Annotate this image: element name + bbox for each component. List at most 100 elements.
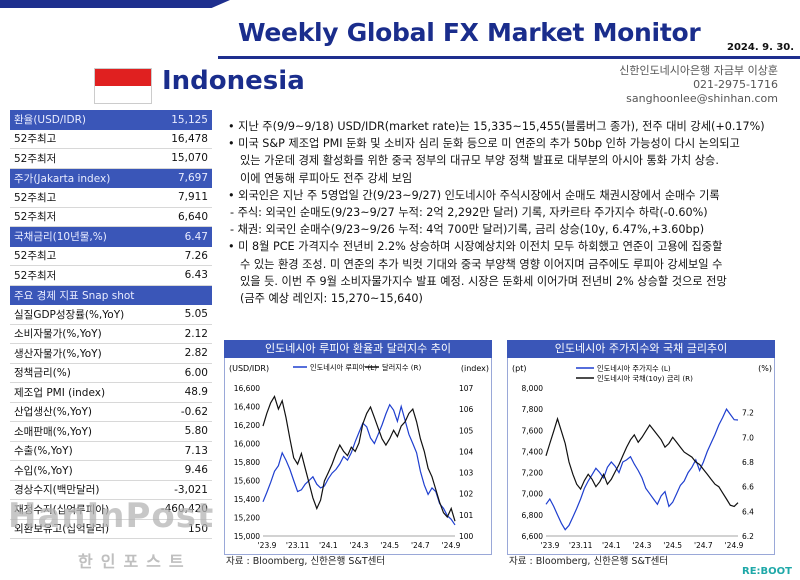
series-line-right bbox=[262, 395, 456, 522]
chart-title: 인도네시아 루피아 환율과 달러지수 추이 bbox=[224, 340, 492, 358]
bullet-4-range: (금주 예상 레인지: 15,270~15,640) bbox=[240, 292, 423, 306]
row-value: 5.05 bbox=[184, 308, 208, 321]
y-tick-label: 15,200 bbox=[234, 514, 260, 523]
y2-tick-label: 106 bbox=[459, 405, 474, 414]
bullet-1: • 지난 주(9/9~9/18) USD/IDR(market rate)는 1… bbox=[228, 120, 765, 133]
x-tick-label: '24.7 bbox=[694, 541, 713, 550]
x-tick-label: '24.9 bbox=[442, 541, 461, 550]
row-label: 52주최고 bbox=[14, 133, 57, 146]
table-row: 52주최고 16,478 bbox=[10, 130, 212, 149]
table-row: 52주최고 7.26 bbox=[10, 247, 212, 266]
row-label: 산업생산(%,YoY) bbox=[14, 406, 93, 419]
bullet-3: • 외국인은 지난 주 5영업일 간(9/23~9/27) 인도네시아 주식시장… bbox=[228, 188, 720, 202]
y-tick-label: 7,000 bbox=[522, 490, 544, 499]
chart-svg: (pt) (%) 인도네시아 주가지수 (L)인도네시아 국채(10y) 금리 (R… bbox=[512, 364, 772, 550]
table-row: 52주최고 7,911 bbox=[10, 188, 212, 208]
row-label: 수출(%,YoY) bbox=[14, 445, 73, 458]
table-row: 재정수지(십억루피아) -460,420 bbox=[10, 500, 212, 520]
row-value: 7.13 bbox=[184, 444, 208, 457]
row-label: 외환보유고(십억달러) bbox=[14, 523, 110, 536]
table-row: 52주최저 15,070 bbox=[10, 149, 212, 169]
y-axis-label: (USD/IDR) bbox=[229, 364, 269, 373]
country-title: Indonesia bbox=[162, 66, 305, 96]
x-tick-label: '23.11 bbox=[286, 541, 310, 550]
table-row: 52주최저 6.43 bbox=[10, 266, 212, 286]
y-tick-label: 6,800 bbox=[522, 511, 544, 520]
y-tick-label: 7,600 bbox=[522, 426, 544, 435]
y2-tick-label: 105 bbox=[459, 426, 474, 435]
y-tick-label: 7,200 bbox=[522, 469, 544, 478]
y-tick-label: 7,400 bbox=[522, 447, 544, 456]
row-value: 48.9 bbox=[184, 386, 208, 399]
row-label: 소비자물가(%,YoY) bbox=[14, 328, 102, 341]
y2-tick-label: 103 bbox=[459, 469, 474, 478]
x-tick-label: '24.9 bbox=[725, 541, 744, 550]
row-value: 16,478 bbox=[171, 132, 208, 145]
table-row: 실질GDP성장률(%,YoY) 5.05 bbox=[10, 305, 212, 325]
series-line-left bbox=[545, 407, 739, 531]
bullet-4: • 미 8월 PCE 가격지수 전년비 2.2% 상승하며 시장예상치와 이전치… bbox=[228, 240, 723, 254]
indicator-table: 환율(USD/IDR) 15,125 52주최고 16,478 52주최저 15,070 주… bbox=[10, 110, 212, 539]
row-label: 경상수지(백만달러) bbox=[14, 484, 100, 497]
row-label: 52주최저 bbox=[14, 269, 57, 282]
bullet-3-bond: - 채권: 외국인 순매수(9/23~9/26 누적: 4억 700만 달러)기… bbox=[230, 223, 705, 237]
x-tick-label: '24.5 bbox=[663, 541, 682, 550]
chart-fx-dxy: 인도네시아 루피아 환율과 달러지수 추이 (USD/IDR) (index) 인도… bbox=[224, 340, 492, 555]
y2-tick-label: 7.2 bbox=[742, 409, 754, 418]
table-header-row: 주가(Jakarta index) 7,697 bbox=[10, 168, 212, 188]
y2-axis-label: (%) bbox=[758, 364, 772, 373]
contact-dept: 신한인도네시아은행 자금부 이상훈 bbox=[619, 64, 778, 77]
row-value: 2.12 bbox=[184, 327, 208, 340]
table-row: 정책금리(%) 6.00 bbox=[10, 364, 212, 383]
row-value: 15,125 bbox=[171, 113, 208, 126]
row-label: 수입(%,YoY) bbox=[14, 464, 73, 477]
table-row: 제조업 PMI (index) 48.9 bbox=[10, 383, 212, 403]
y-tick-label: 16,400 bbox=[234, 403, 260, 412]
row-value: 6,640 bbox=[177, 210, 208, 223]
row-value: 5.80 bbox=[184, 425, 208, 438]
y-tick-label: 6,600 bbox=[522, 532, 544, 541]
row-value: 6.43 bbox=[184, 269, 208, 282]
header-accent-bar bbox=[0, 0, 230, 8]
bullet-4-cont2: 있을 듯. 이번 주 9월 소비자물가지수 발표 예정. 시장은 둔화세 이어가… bbox=[240, 274, 727, 288]
row-label: 52주최저 bbox=[14, 211, 57, 224]
x-tick-label: '24.1 bbox=[319, 541, 338, 550]
y-tick-label: 7,800 bbox=[522, 405, 544, 414]
y-tick-label: 8,000 bbox=[522, 384, 544, 393]
legend-label: 인도네시아 국채(10y) 금리 (R) bbox=[597, 374, 693, 383]
x-tick-label: '24.3 bbox=[633, 541, 652, 550]
row-value: 2.82 bbox=[184, 347, 208, 360]
legend-label: 인도네시아 루피아 (L) bbox=[310, 363, 377, 372]
y-tick-label: 15,800 bbox=[234, 458, 260, 467]
bullet-2: • 미국 S&P 제조업 PMI 둔화 및 소비자 심리 둔화 등으로 미 연준… bbox=[228, 137, 740, 151]
chart-stock-bond: 인도네시아 주가지수와 국채 금리추이 (pt) (%) 인도네시아 주가지수 (L… bbox=[507, 340, 775, 555]
y2-tick-label: 6.8 bbox=[742, 458, 754, 467]
x-tick-label: '24.3 bbox=[350, 541, 369, 550]
market-commentary: • 지난 주(9/9~9/18) USD/IDR(market rate)는 1… bbox=[228, 118, 788, 307]
x-tick-label: '23.9 bbox=[541, 541, 560, 550]
x-tick-label: '24.1 bbox=[602, 541, 621, 550]
row-label: 52주최고 bbox=[14, 191, 57, 204]
row-label: 제조업 PMI (index) bbox=[14, 386, 106, 399]
table-row: 소비자물가(%,YoY) 2.12 bbox=[10, 325, 212, 344]
bullet-2-cont: 있는 가운데 경제 활성화를 위한 중국 정부의 대규모 부양 정책 발표로 대… bbox=[240, 154, 719, 168]
contact-info: 신한인도네시아은행 자금부 이상훈 021-2975-1716 sanghoon… bbox=[558, 64, 778, 106]
series-line-right bbox=[545, 416, 739, 508]
chart-source: 자료 : Bloomberg, 신한은행 S&T센터 bbox=[226, 556, 386, 567]
chart-source: 자료 : Bloomberg, 신한은행 S&T센터 bbox=[509, 556, 669, 567]
series-line-left bbox=[262, 403, 456, 526]
y-tick-label: 16,000 bbox=[234, 440, 260, 449]
row-value: 150 bbox=[187, 522, 208, 535]
table-row: 소매판매(%,YoY) 5.80 bbox=[10, 422, 212, 442]
watermark: HanInPost bbox=[8, 496, 215, 536]
x-tick-label: '23.11 bbox=[569, 541, 593, 550]
contact-email[interactable]: sanghoonlee@shinhan.com bbox=[626, 92, 778, 105]
y2-tick-label: 104 bbox=[459, 447, 474, 456]
row-value: 9.46 bbox=[184, 464, 208, 477]
y2-tick-label: 100 bbox=[459, 532, 474, 541]
y-tick-label: 16,600 bbox=[234, 384, 260, 393]
y-tick-label: 15,400 bbox=[234, 495, 260, 504]
y-axis-label: (pt) bbox=[512, 364, 526, 373]
row-label: 생산자물가(%,YoY) bbox=[14, 347, 102, 360]
y2-tick-label: 101 bbox=[459, 511, 474, 520]
